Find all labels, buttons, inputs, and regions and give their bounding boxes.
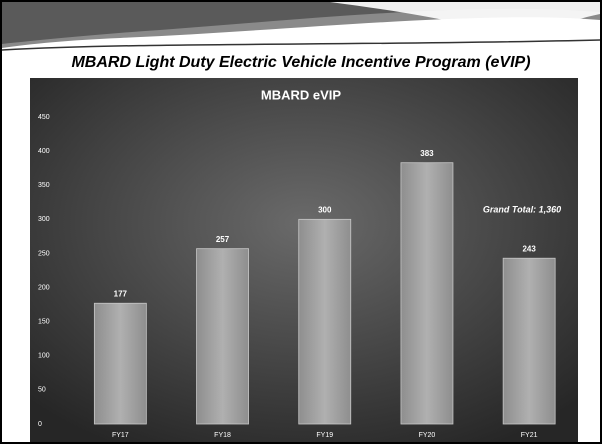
y-tick-label: 350 bbox=[38, 182, 50, 189]
title-rule bbox=[1, 39, 601, 51]
bar bbox=[502, 257, 556, 425]
y-tick-label: 0 bbox=[38, 421, 42, 428]
x-tick-label: FY17 bbox=[112, 432, 129, 439]
slide-title: MBARD Light Duty Electric Vehicle Incent… bbox=[71, 54, 530, 71]
x-tick-label: FY20 bbox=[419, 432, 436, 439]
x-tick-label: FY18 bbox=[214, 432, 231, 439]
y-tick-label: 400 bbox=[38, 148, 50, 155]
bar bbox=[196, 248, 249, 425]
value-label: 257 bbox=[216, 235, 230, 244]
y-tick-label: 200 bbox=[38, 284, 50, 291]
annotation: Grand Total: 1,360 bbox=[483, 204, 561, 214]
y-tick-label: 150 bbox=[38, 319, 50, 326]
value-label: 243 bbox=[522, 244, 536, 253]
top-swoosh-light bbox=[330, 2, 600, 44]
bar bbox=[298, 218, 352, 425]
x-tick-label: FY21 bbox=[521, 432, 538, 439]
bar bbox=[400, 162, 454, 425]
y-tick-label: 450 bbox=[38, 114, 50, 121]
top-swoosh-dark bbox=[2, 2, 600, 44]
bar bbox=[93, 302, 147, 425]
y-tick-label: 300 bbox=[38, 216, 50, 223]
y-tick-label: 50 bbox=[38, 387, 46, 394]
value-label: 177 bbox=[114, 289, 128, 298]
y-tick-label: 100 bbox=[38, 353, 50, 360]
x-tick-label: FY19 bbox=[316, 432, 333, 439]
value-label: 300 bbox=[318, 205, 332, 214]
y-tick-label: 250 bbox=[38, 250, 50, 257]
value-label: 383 bbox=[420, 149, 434, 158]
chart-title: MBARD eVIP bbox=[261, 87, 342, 102]
